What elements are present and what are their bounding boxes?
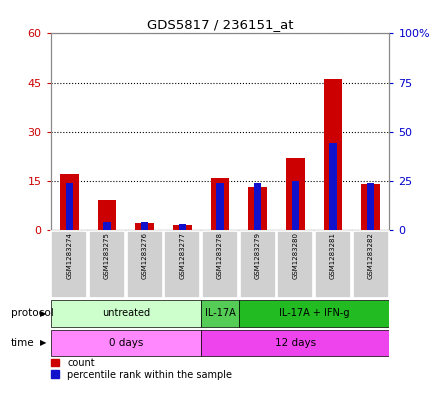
Text: protocol: protocol (11, 309, 54, 318)
Bar (51, 330, 201, 356)
Bar (254, 183, 261, 230)
Bar (202, 231, 238, 298)
Bar (127, 231, 163, 298)
Text: GSM1283275: GSM1283275 (104, 232, 110, 279)
Text: GSM1283280: GSM1283280 (292, 232, 298, 279)
Bar (173, 225, 192, 230)
Bar (352, 231, 389, 298)
Bar (323, 79, 342, 230)
Bar (239, 300, 389, 327)
Bar (315, 231, 351, 298)
Text: GSM1283281: GSM1283281 (330, 232, 336, 279)
Bar (277, 231, 313, 298)
Text: GSM1283282: GSM1283282 (367, 232, 374, 279)
Bar (136, 223, 154, 230)
Bar (51, 231, 88, 298)
Bar (211, 178, 229, 230)
Bar (286, 158, 305, 230)
Bar (216, 183, 224, 230)
Bar (201, 300, 239, 327)
Bar (292, 181, 299, 230)
Bar (51, 300, 201, 327)
Bar (201, 330, 389, 356)
Bar (141, 222, 148, 230)
Title: GDS5817 / 236151_at: GDS5817 / 236151_at (147, 18, 293, 31)
Text: GSM1283278: GSM1283278 (217, 232, 223, 279)
Bar (329, 143, 337, 230)
Text: IL-17A + IFN-g: IL-17A + IFN-g (279, 309, 349, 318)
Bar (239, 231, 276, 298)
Bar (103, 222, 111, 230)
Bar (66, 183, 73, 230)
Text: GSM1283277: GSM1283277 (180, 232, 185, 279)
Bar (89, 231, 125, 298)
Text: time: time (11, 338, 35, 348)
Bar (98, 200, 117, 230)
Text: ▶: ▶ (40, 338, 46, 347)
Text: GSM1283274: GSM1283274 (66, 232, 73, 279)
Text: untreated: untreated (102, 309, 150, 318)
Text: ▶: ▶ (40, 309, 46, 318)
Text: GSM1283279: GSM1283279 (255, 232, 260, 279)
Bar (179, 224, 186, 230)
Text: IL-17A: IL-17A (205, 309, 235, 318)
Text: GSM1283276: GSM1283276 (142, 232, 148, 279)
Bar (361, 184, 380, 230)
Bar (60, 174, 79, 230)
Bar (248, 187, 267, 230)
Text: 12 days: 12 days (275, 338, 316, 348)
Bar (164, 231, 201, 298)
Bar (367, 183, 374, 230)
Legend: count, percentile rank within the sample: count, percentile rank within the sample (51, 358, 232, 380)
Text: 0 days: 0 days (109, 338, 143, 348)
